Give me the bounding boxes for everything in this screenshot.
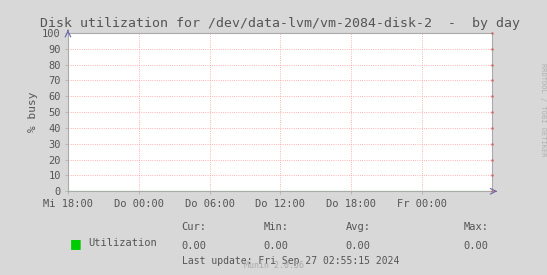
Text: 0.00: 0.00 [264,241,289,251]
Text: Last update: Fri Sep 27 02:55:15 2024: Last update: Fri Sep 27 02:55:15 2024 [182,256,399,266]
Text: 0.00: 0.00 [463,241,488,251]
Text: ■: ■ [69,237,81,250]
Text: Max:: Max: [463,222,488,232]
Text: Utilization: Utilization [89,238,158,248]
Title: Disk utilization for /dev/data-lvm/vm-2084-disk-2  -  by day: Disk utilization for /dev/data-lvm/vm-20… [40,17,520,31]
Text: 0.00: 0.00 [182,241,207,251]
Text: 0.00: 0.00 [346,241,371,251]
Text: RRDTOOL / TOBI OETIKER: RRDTOOL / TOBI OETIKER [540,63,546,157]
Text: Cur:: Cur: [182,222,207,232]
Text: Min:: Min: [264,222,289,232]
Y-axis label: % busy: % busy [28,92,38,132]
Text: Avg:: Avg: [346,222,371,232]
Text: Munin 2.0.56: Munin 2.0.56 [243,261,304,270]
